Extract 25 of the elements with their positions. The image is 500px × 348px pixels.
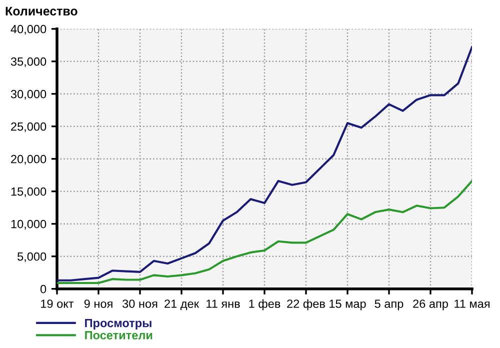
y-tick-label: 10,000 [11,220,46,230]
x-tick-label: 15 мар [330,300,366,310]
legend-label: Посетители [85,331,152,340]
y-tick-label: 35,000 [10,57,46,68]
y-tick-label: 25,000 [11,122,46,132]
chart-title: Количество [6,6,78,16]
line-series [57,180,472,284]
x-tick-label: 9 ноя [84,300,112,308]
x-tick-label: 11 мая [454,300,490,308]
x-tick-label: 22 фев [287,299,325,310]
x-tick-label: 26 апр [413,300,448,310]
x-tick-label: 19 окт [41,300,74,308]
y-tick-label: 20,000 [11,154,46,165]
y-tick-label: 30,000 [10,90,46,100]
x-tick-label: 30 ноя [122,300,158,308]
y-tick-label: 0 [40,284,46,294]
y-tick-label: 40,000 [10,24,46,35]
x-tick-label: 1 фев [249,299,280,310]
y-tick-label: 5,000 [18,252,46,262]
legend-label: Просмотры [85,318,152,330]
y-tick-label: 15,000 [11,187,46,198]
line-series [57,46,472,282]
x-tick-label: 21 дек [164,300,200,310]
x-tick-label: 11 янв [206,300,240,308]
x-tick-label: 5 апр [374,300,404,310]
